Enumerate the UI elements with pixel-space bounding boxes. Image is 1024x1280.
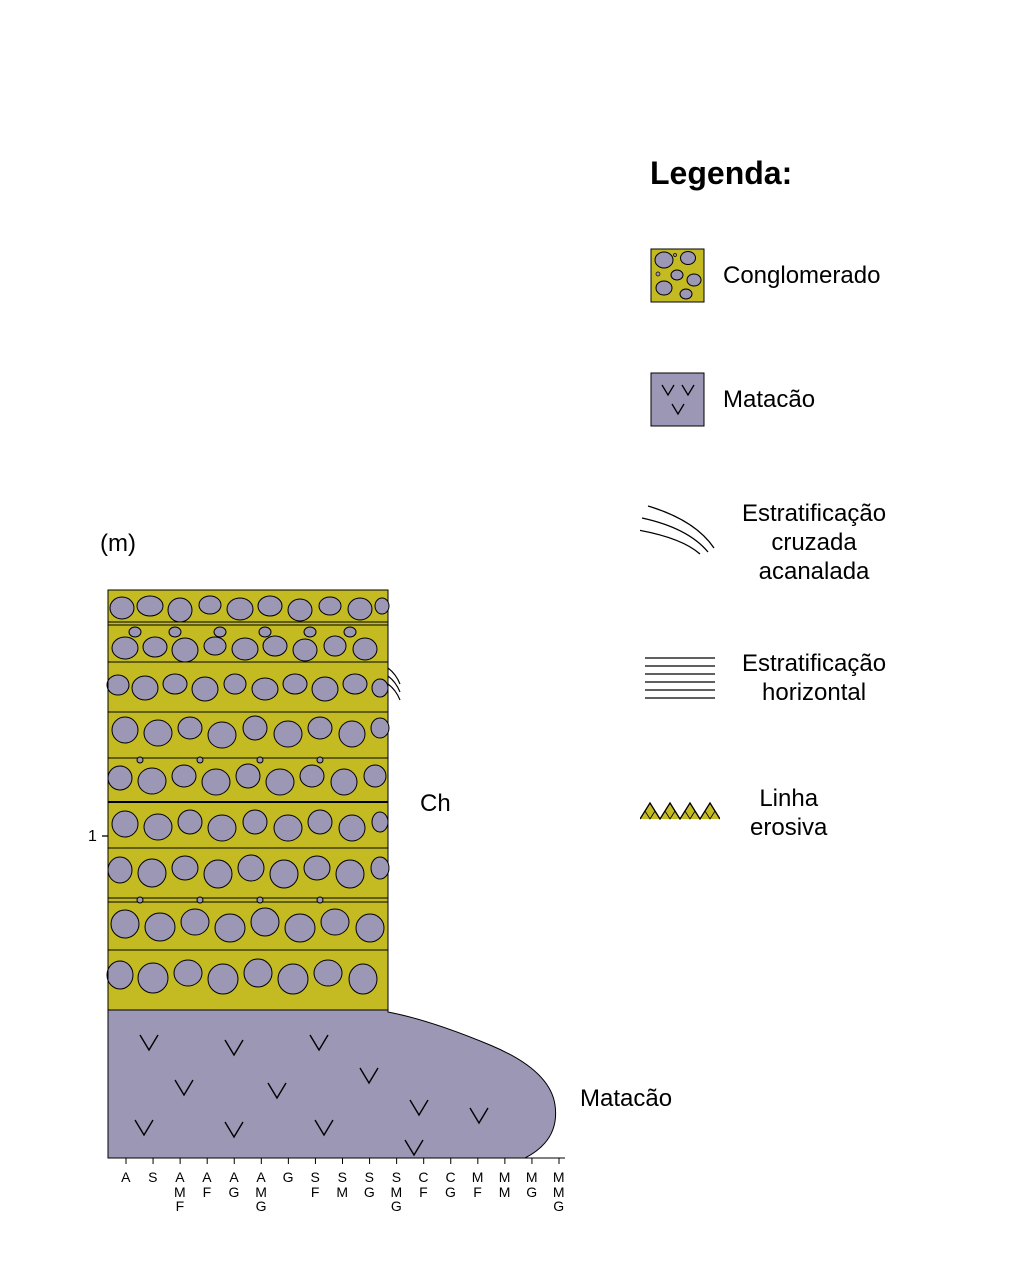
y-tick-1-label: 1 [88, 828, 97, 846]
x-category-A: A [118, 1170, 134, 1185]
x-category-AF: AF [199, 1170, 215, 1199]
x-category-AG: AG [226, 1170, 242, 1199]
stratigraphic-column-svg [0, 0, 1024, 1280]
x-category-AMG: AMG [253, 1170, 269, 1214]
x-category-CF: CF [416, 1170, 432, 1199]
x-category-G: G [280, 1170, 296, 1185]
x-category-MMG: MMG [551, 1170, 567, 1214]
facies-label-ch: Ch [420, 790, 451, 818]
x-category-AMF: AMF [172, 1170, 188, 1214]
x-category-MM: MM [497, 1170, 513, 1199]
matacao-base-shape [108, 1010, 556, 1158]
x-category-CG: CG [443, 1170, 459, 1199]
stratigraphic-column-figure: Legenda: Conglomerado Matacão [0, 0, 1024, 1280]
matacao-base-label: Matacão [580, 1085, 672, 1113]
x-category-SMG: SMG [389, 1170, 405, 1214]
x-category-SG: SG [362, 1170, 378, 1199]
x-category-MG: MG [524, 1170, 540, 1199]
x-category-SF: SF [307, 1170, 323, 1199]
cross-bedding-marks [388, 668, 400, 700]
x-category-S: S [145, 1170, 161, 1185]
x-category-SM: SM [335, 1170, 351, 1199]
x-category-MF: MF [470, 1170, 486, 1199]
